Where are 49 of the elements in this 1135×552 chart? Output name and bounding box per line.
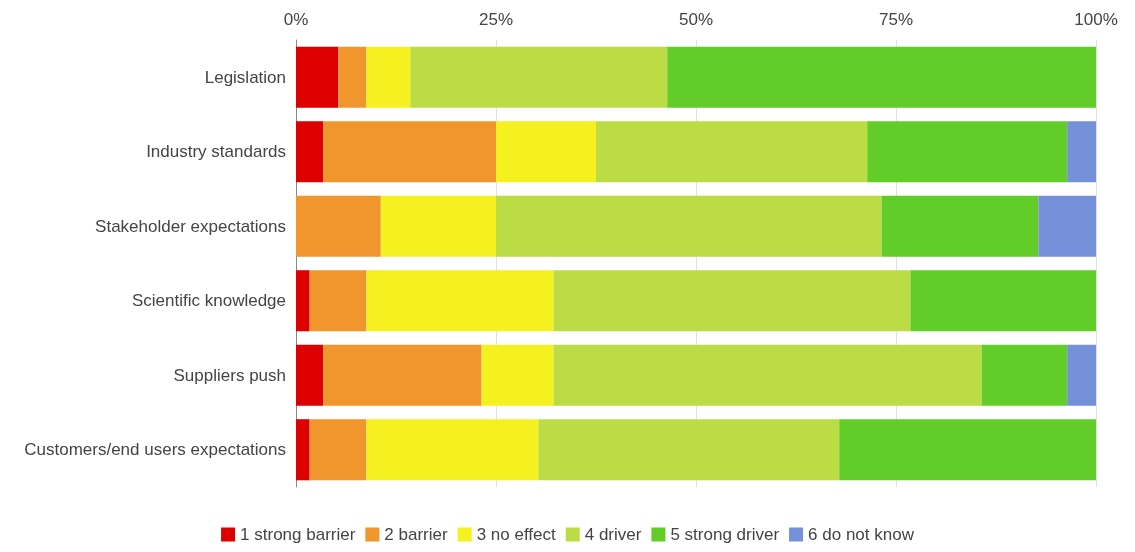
bar <box>410 46 668 108</box>
bar <box>1067 121 1096 183</box>
bar <box>553 344 982 406</box>
bar <box>496 121 596 183</box>
y-tick-label: Customers/end users expectations <box>24 440 286 460</box>
bar <box>323 121 496 183</box>
bar <box>867 121 1068 183</box>
x-tick-label: 100% <box>1074 10 1118 29</box>
legend-label: 6 do not know <box>808 525 915 544</box>
bar <box>323 344 482 406</box>
bar <box>553 270 911 332</box>
x-tick-label: 25% <box>478 10 514 29</box>
legend-label: 1 strong barrier <box>240 525 356 544</box>
bar <box>910 270 1096 332</box>
bar <box>366 270 554 332</box>
legend-label: 2 barrier <box>384 525 448 544</box>
bar <box>296 121 324 183</box>
legend-label: 3 no effect <box>476 525 557 544</box>
y-tick-label: Suppliers push <box>173 365 286 385</box>
legend-label: 4 driver <box>584 525 642 544</box>
bar <box>296 419 310 481</box>
bar <box>667 46 1096 108</box>
bar <box>366 419 539 481</box>
bar <box>296 195 381 257</box>
bar <box>496 195 882 257</box>
bar <box>296 46 339 108</box>
bar <box>596 121 868 183</box>
bar <box>881 195 1039 257</box>
bar <box>338 46 367 108</box>
bar <box>309 419 367 481</box>
bar <box>839 419 1096 481</box>
x-tick-label: 50% <box>678 10 714 29</box>
x-tick-label: 0% <box>283 10 309 29</box>
bar <box>1067 344 1096 406</box>
bar <box>309 270 367 332</box>
y-tick-label: Stakeholder expectations <box>95 216 286 236</box>
bar <box>366 46 411 108</box>
y-tick-label: Scientific knowledge <box>131 291 286 311</box>
legend-label: 5 strong driver <box>670 525 780 544</box>
bar <box>380 195 496 257</box>
bar <box>981 344 1068 406</box>
bar <box>538 419 840 481</box>
y-tick-label: Industry standards <box>146 142 286 162</box>
bar <box>1038 195 1096 257</box>
bar <box>296 270 310 332</box>
bar <box>296 344 324 406</box>
y-tick-label: Legislation <box>204 67 286 87</box>
bar <box>481 344 554 406</box>
x-tick-label: 75% <box>878 10 914 29</box>
